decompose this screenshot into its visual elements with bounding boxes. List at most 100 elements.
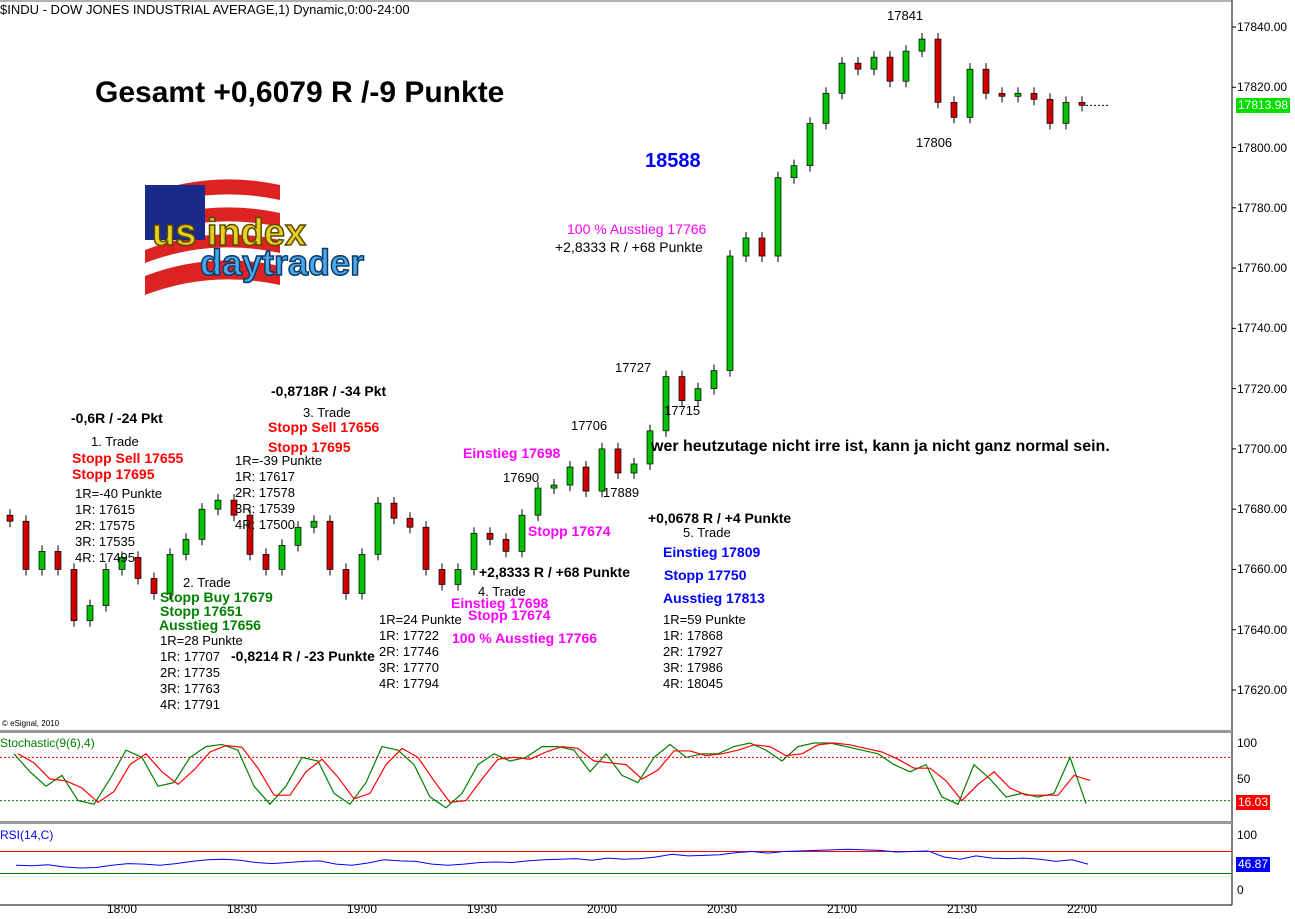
level-label: 17806 <box>916 135 953 150</box>
candle <box>262 554 270 570</box>
total-result: Gesamt +0,6079 R /-9 Punkte <box>95 76 505 109</box>
candle <box>902 50 910 82</box>
y-tick-label: 17620.00 <box>1237 682 1288 697</box>
candle <box>534 487 542 516</box>
candle <box>54 551 62 570</box>
candle <box>806 123 814 166</box>
trade1-targets: 1R=-40 Punkte 1R: 17615 2R: 17575 3R: 17… <box>75 486 162 566</box>
rsi-tick-label: 100 <box>1237 828 1258 842</box>
trade4-exit: 100 % Ausstieg 17766 <box>452 630 598 646</box>
target-line: 4R: 17791 <box>160 697 220 712</box>
x-tick-label: 18:00 <box>106 902 138 916</box>
y-tick-label: 17840.00 <box>1237 20 1288 34</box>
candle <box>342 569 350 594</box>
candle <box>774 177 782 257</box>
candle <box>278 544 286 570</box>
price-candles <box>6 33 1110 627</box>
candle <box>502 538 510 552</box>
candle <box>550 484 558 489</box>
target-line: 2R: 17927 <box>663 644 723 659</box>
trade3-stop: Stopp 17695 <box>268 439 351 455</box>
y-tick-label: 17660.00 <box>1237 562 1288 577</box>
y-tick-label: 17740.00 <box>1237 321 1288 336</box>
candle <box>630 463 638 474</box>
trade1-title: 1. Trade <box>91 434 139 449</box>
last-price-badge: 17813.98 <box>1236 98 1291 114</box>
x-tick-label: 18:30 <box>226 902 258 916</box>
level-label: 17690 <box>503 470 540 485</box>
candle <box>470 532 478 570</box>
target-line: 4R: 17495 <box>75 550 135 565</box>
candle <box>438 569 446 585</box>
stochastic-tick-label: 100 <box>1237 736 1258 750</box>
trade5-title: 5. Trade <box>683 525 731 540</box>
candle <box>870 56 878 70</box>
target-line: 1R=-40 Punkte <box>75 486 163 501</box>
candle <box>582 466 590 492</box>
candle <box>246 514 254 555</box>
candle <box>566 466 574 486</box>
x-tick-label: 20:30 <box>706 902 738 916</box>
target-line: 2R: 17578 <box>235 485 295 500</box>
target-line: 4R: 17500 <box>235 517 295 532</box>
candle <box>726 255 734 371</box>
svg-text:daytrader: daytrader <box>200 242 364 283</box>
target-line: 1R=28 Punkte <box>160 633 243 648</box>
y-tick-label: 17700.00 <box>1237 441 1288 456</box>
candle <box>678 376 686 402</box>
trade4-result: +2,8333 R / +68 Punkte <box>479 564 630 580</box>
candle <box>998 92 1006 97</box>
candle <box>918 38 926 52</box>
candle <box>182 538 190 555</box>
rsi-line <box>15 848 1089 869</box>
candle <box>118 557 126 570</box>
x-tick-label: 22:00 <box>1066 902 1098 916</box>
level-label: 17727 <box>615 360 652 375</box>
candle <box>886 56 894 82</box>
trade3-targets: 1R=-39 Punkte 1R: 17617 2R: 17578 3R: 17… <box>235 453 322 533</box>
candle <box>982 68 990 94</box>
logo: us index daytrader <box>145 179 365 295</box>
candle <box>102 569 110 606</box>
candle <box>662 376 670 432</box>
trade3-result: -0,8718R / -34 Pkt <box>271 383 387 399</box>
target-line: 1R=-39 Punkte <box>235 453 323 468</box>
candle <box>454 569 462 585</box>
y-tick-label: 17780.00 <box>1237 200 1288 215</box>
target-line: 2R: 17746 <box>379 644 439 659</box>
candle <box>950 101 958 118</box>
candle <box>22 520 30 570</box>
target-line: 1R=24 Punkte <box>379 612 462 627</box>
candle <box>598 448 606 492</box>
rsi-title: RSI(14,C) <box>0 828 54 842</box>
candle <box>742 237 750 257</box>
trade1-stop: Stopp 17695 <box>72 466 155 482</box>
candle <box>966 68 974 118</box>
candle <box>518 514 526 552</box>
candle <box>150 578 158 594</box>
rsi-panel <box>0 848 1232 874</box>
target-line: 3R: 17763 <box>160 681 220 696</box>
trade4-exit-marker: 100 % Ausstieg 17766 <box>567 221 707 237</box>
svg-text:us index: us index <box>152 212 306 254</box>
candle <box>614 448 622 474</box>
target-line: 1R: 17615 <box>75 502 135 517</box>
target-line: 4R: 18045 <box>663 676 723 691</box>
trade5-entry: Einstieg 17809 <box>663 544 761 560</box>
candle <box>422 526 430 570</box>
candle <box>70 569 78 622</box>
target-line: 4R: 17794 <box>379 676 439 691</box>
y-tick-label: 17720.00 <box>1237 381 1288 396</box>
trade4-entry-marker: Einstieg 17698 <box>463 445 561 461</box>
candle <box>134 557 142 579</box>
quote: wer heutzutage nicht irre ist, kann ja n… <box>651 438 1110 455</box>
candle <box>166 554 174 594</box>
trade5-result: +0,0678 R / +4 Punkte <box>648 510 792 526</box>
candle <box>358 554 366 594</box>
stochastic-title: Stochastic(9(6),4) <box>0 736 95 750</box>
trade2-title: 2. Trade <box>183 575 231 590</box>
copyright: © eSignal, 2010 <box>2 719 60 728</box>
level-label: 17889 <box>603 485 640 500</box>
y-tick-label: 17760.00 <box>1237 261 1288 276</box>
trade2-targets: 1R=28 Punkte 1R: 17707 2R: 17735 3R: 177… <box>160 633 243 713</box>
